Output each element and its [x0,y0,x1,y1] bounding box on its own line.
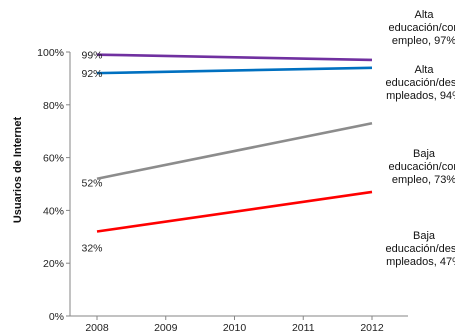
series-line [96,122,373,180]
series-line [96,190,373,233]
series-end-label: Baja [413,148,436,160]
series-lines [96,53,373,233]
y-tick-label: 80% [43,100,64,112]
series-end-label: Alta [415,64,435,76]
x-tick-label: 2010 [223,322,247,334]
y-axis-title: Usuarios de Internet [12,116,24,223]
y-tick-label: 100% [37,47,64,59]
x-tick-label: 2011 [292,322,315,334]
series-end-label: Alta [415,9,435,21]
series-end-label: educación/dese [385,77,455,89]
series-end-label: educación/con [389,22,455,34]
series-end-label: educación/dese [385,243,455,255]
series-end-label: empleo, 73% [392,174,455,186]
x-tick-label: 2008 [85,322,109,334]
start-value-label: 52% [81,178,102,190]
y-tick-label: 0% [49,311,64,323]
x-tick-label: 2012 [360,322,384,334]
series-end-label: mpleados, 47% [386,256,455,268]
series-end-label: Baja [413,230,436,242]
series-line [96,53,373,62]
series-end-label: educación/con [389,161,455,173]
start-value-label: 32% [81,243,102,255]
series-end-label: mpleados, 94% [386,90,455,102]
x-tick-label: 2009 [154,322,178,334]
axes: 0% 20% 40% 60% 80% 100% 2008 2009 2010 2011 2012 [37,47,408,334]
y-tick-label: 60% [43,153,64,165]
start-value-label: 99% [81,50,102,62]
series-line [96,66,373,75]
start-value-label: 92% [81,68,102,80]
y-tick-label: 20% [43,258,64,270]
y-tick-label: 40% [43,205,64,217]
series-end-label: empleo, 97% [392,35,455,47]
